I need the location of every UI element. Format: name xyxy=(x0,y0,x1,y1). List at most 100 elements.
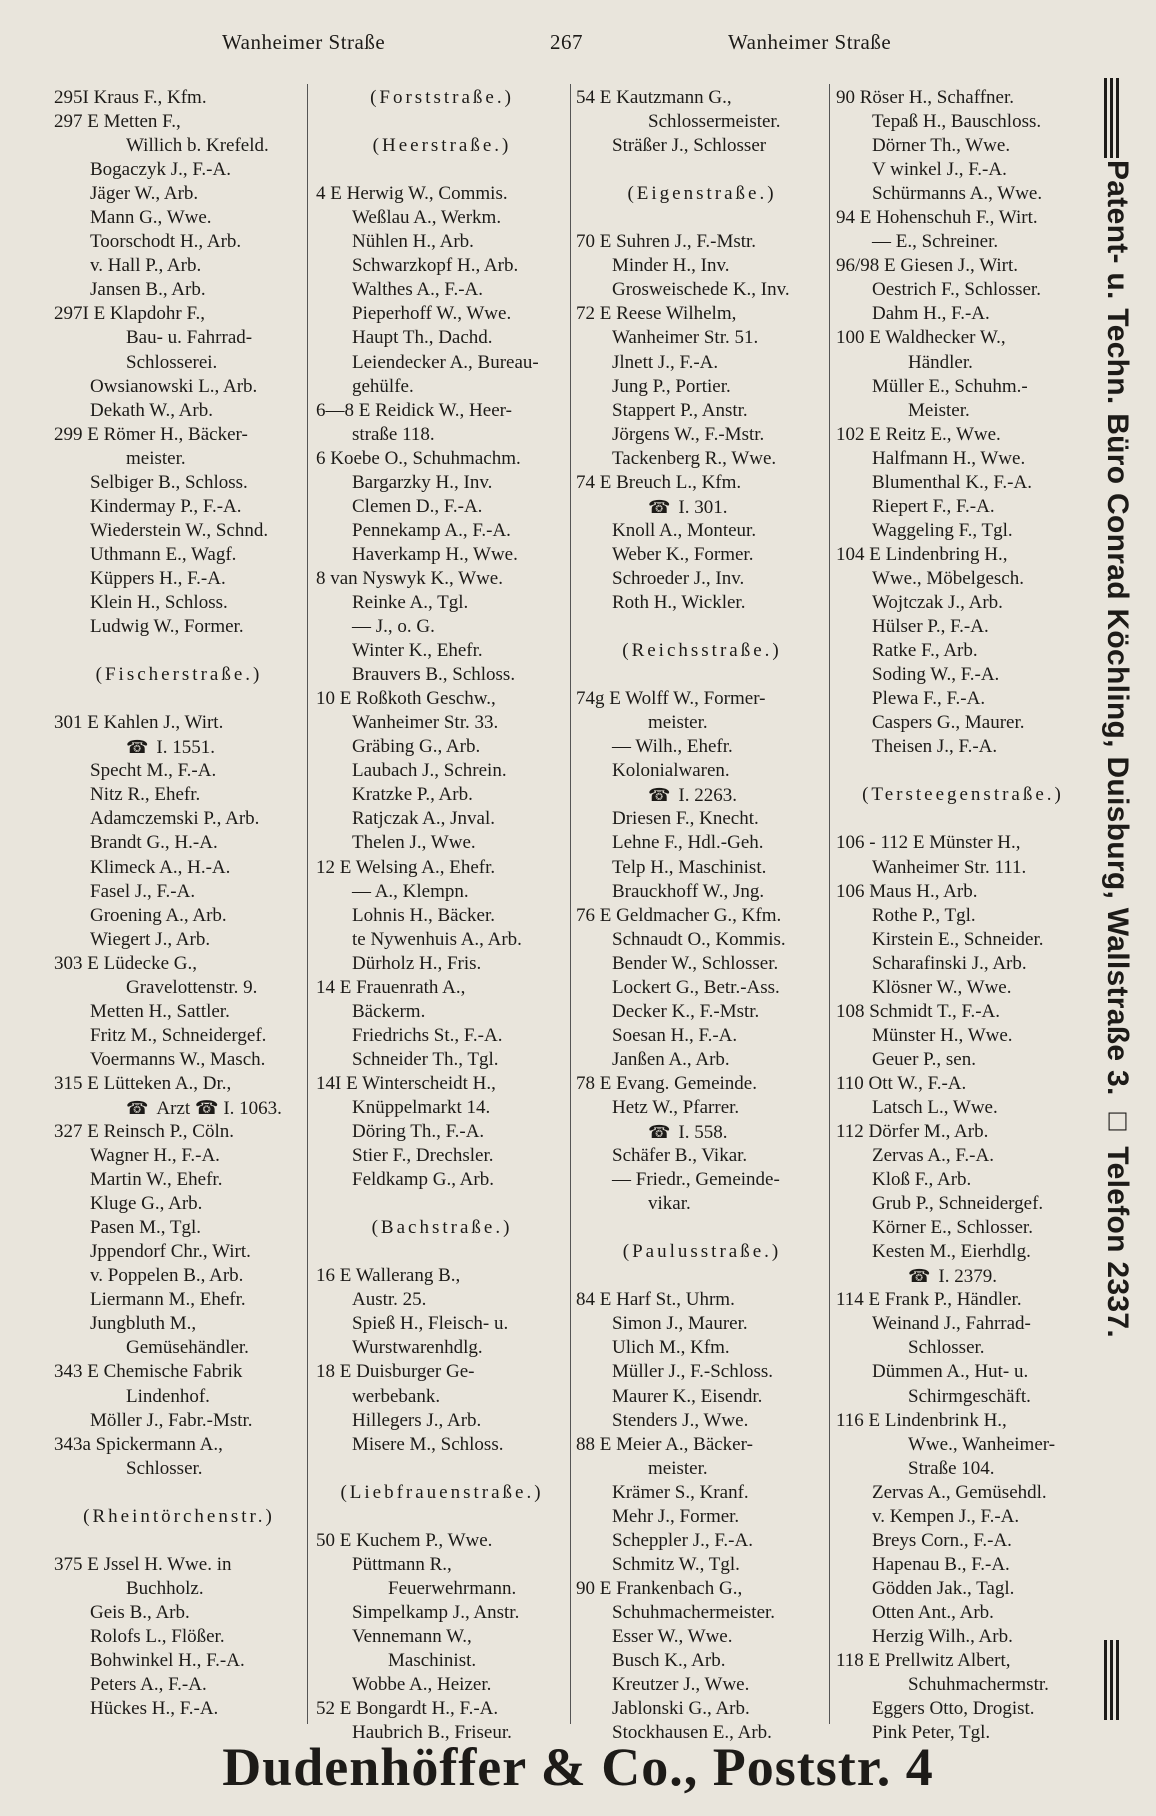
directory-entry: Austr. 25. xyxy=(316,1288,568,1312)
entry-text: Jlnett J., F.-A. xyxy=(612,351,719,373)
entry-text: Jablonski G., Arb. xyxy=(612,1698,750,1720)
directory-entry: werbebank. xyxy=(316,1385,568,1409)
entry-text: Theisen J., F.-A. xyxy=(872,736,998,758)
entry-text: Mann G., Wwe. xyxy=(90,207,212,229)
directory-entry: 4 E Herwig W., Commis. xyxy=(316,182,568,206)
directory-entry: Geuer P., sen. xyxy=(836,1048,1090,1072)
entry-text: Rothe P., Tgl. xyxy=(872,904,976,926)
directory-entry: Stenders J., Wwe. xyxy=(576,1409,828,1433)
directory-entry: Selbiger B., Schloss. xyxy=(54,471,304,495)
entry-text: Nühlen H., Arb. xyxy=(352,231,474,253)
entry-text: Buchholz. xyxy=(126,1577,204,1599)
directory-entry: Schäfer B., Vikar. xyxy=(576,1144,828,1168)
directory-entry: 90 Röser H., Schaffner. xyxy=(836,86,1090,110)
entry-text: Misere M., Schloss. xyxy=(352,1433,504,1455)
entry-text: Feldkamp G., Arb. xyxy=(352,1169,494,1191)
directory-entry: Küppers H., F.-A. xyxy=(54,567,304,591)
directory-entry: Laubach J., Schrein. xyxy=(316,759,568,783)
directory-entry: Körner E., Schlosser. xyxy=(836,1216,1090,1240)
entry-text: Toorschodt H., Arb. xyxy=(90,231,242,253)
directory-entry: Simpelkamp J., Anstr. xyxy=(316,1601,568,1625)
entry-text: Grosweischede K., Inv. xyxy=(612,279,790,301)
directory-entry: Jppendorf Chr., Wirt. xyxy=(54,1240,304,1264)
directory-entry: Weber K., Former. xyxy=(576,543,828,567)
entry-text: Walthes A., F.-A. xyxy=(352,279,483,301)
directory-entry: Brauvers B., Schloss. xyxy=(316,663,568,687)
entry-text: 96/98 E Giesen J., Wirt. xyxy=(836,255,1019,277)
directory-entry: Schürmanns A., Wwe. xyxy=(836,182,1090,206)
directory-entry: 88 E Meier A., Bäcker- xyxy=(576,1433,828,1457)
directory-entry: Wwe., Möbelgesch. xyxy=(836,567,1090,591)
entry-text: Hückes H., F.-A. xyxy=(90,1698,219,1720)
entry-text: Caspers G., Maurer. xyxy=(872,712,1025,734)
directory-entry: Gravelottenstr. 9. xyxy=(54,976,304,1000)
directory-entry: 375 E Jssel H. Wwe. in xyxy=(54,1553,304,1577)
entry-text: Wobbe A., Heizer. xyxy=(352,1674,492,1696)
entry-text: 108 Schmidt T., F.-A. xyxy=(836,1000,1001,1022)
directory-entry: 106 - 112 E Münster H., xyxy=(836,831,1090,855)
entry-text: V winkel J., F.-A. xyxy=(872,159,1007,181)
directory-entry: Stier F., Drechsler. xyxy=(316,1144,568,1168)
directory-column-2: (Forststraße.) (Heerstraße.) 4 E Herwig W.… xyxy=(316,86,568,1745)
entry-text: Tackenberg R., Wwe. xyxy=(612,447,777,469)
street-heading: (Rheintörchenstr.) xyxy=(54,1505,304,1529)
directory-entry: Blumenthal K., F.-A. xyxy=(836,471,1090,495)
entry-text: Krämer S., Kranf. xyxy=(612,1481,749,1503)
directory-entry: Specht M., F.-A. xyxy=(54,759,304,783)
entry-text: 88 E Meier A., Bäcker- xyxy=(576,1433,753,1455)
street-heading: (Tersteegenstraße.) xyxy=(836,783,1090,807)
entry-text: Hülser P., F.-A. xyxy=(872,616,989,638)
entry-text: meister. xyxy=(126,447,186,469)
entry-text: Grub P., Schneidergef. xyxy=(872,1193,1044,1215)
directory-entry: Schuhmachermstr. xyxy=(836,1673,1090,1697)
directory-entry: Klösner W., Wwe. xyxy=(836,976,1090,1000)
telephone-receiver-icon: ☎ xyxy=(648,785,671,806)
entry-text: Hillegers J., Arb. xyxy=(352,1409,482,1431)
entry-text: Jäger W., Arb. xyxy=(90,183,199,205)
directory-entry: Eggers Otto, Drogist. xyxy=(836,1697,1090,1721)
directory-entry: Gräbing G., Arb. xyxy=(316,735,568,759)
entry-text: Kluge G., Arb. xyxy=(90,1193,203,1215)
directory-entry: 70 E Suhren J., F.-Mstr. xyxy=(576,230,828,254)
telephone-receiver-icon: ☎ xyxy=(126,1097,149,1118)
directory-entry: Wagner H., F.-A. xyxy=(54,1144,304,1168)
entry-text: v. Hall P., Arb. xyxy=(90,255,202,277)
directory-entry: gehülfe. xyxy=(316,375,568,399)
directory-entry: 74 E Breuch L., Kfm. xyxy=(576,471,828,495)
directory-entry: Geis B., Arb. xyxy=(54,1601,304,1625)
entry-text: Dörner Th., Wwe. xyxy=(872,135,1011,157)
entry-text: Gräbing G., Arb. xyxy=(352,736,481,758)
directory-entry: Händler. xyxy=(836,351,1090,375)
entry-text: Pennekamp A., F.-A. xyxy=(352,519,511,541)
entry-text: Latsch L., Wwe. xyxy=(872,1096,998,1118)
directory-entry: Friedrichs St., F.-A. xyxy=(316,1024,568,1048)
entry-text: Waggeling F., Tgl. xyxy=(872,519,1013,541)
directory-entry: Weinand J., Fahrrad- xyxy=(836,1312,1090,1336)
entry-text: straße 118. xyxy=(352,423,435,445)
directory-entry: 50 E Kuchem P., Wwe. xyxy=(316,1529,568,1553)
entry-text: 52 E Bongardt H., F.-A. xyxy=(316,1698,499,1720)
directory-entry: Reinke A., Tgl. xyxy=(316,591,568,615)
entry-text: 90 E Frankenbach G., xyxy=(576,1577,743,1599)
entry-text: 8 van Nyswyk K., Wwe. xyxy=(316,567,503,589)
entry-text: Uthmann E., Wagf. xyxy=(90,543,237,565)
directory-entry: 315 E Lütteken A., Dr., xyxy=(54,1072,304,1096)
entry-text: Schäfer B., Vikar. xyxy=(612,1145,748,1167)
entry-text: Fasel J., F.-A. xyxy=(90,880,196,902)
entry-text: Herzig Wilh., Arb. xyxy=(872,1626,1013,1647)
street-heading: (Paulusstraße.) xyxy=(576,1240,828,1264)
entry-text: Wagner H., F.-A. xyxy=(90,1145,220,1167)
entry-text: Schirmgeschäft. xyxy=(908,1385,1031,1407)
street-heading: (Forststraße.) xyxy=(316,86,568,110)
directory-entry: Esser W., Wwe. xyxy=(576,1625,828,1649)
entry-text: Bargarzky H., Inv. xyxy=(352,471,493,493)
column-divider xyxy=(570,84,571,1724)
entry-text: Weinand J., Fahrrad- xyxy=(872,1313,1031,1335)
directory-entry: 343a Spickermann A., xyxy=(54,1433,304,1457)
entry-text: (Bachstraße.) xyxy=(371,1217,513,1239)
entry-text: Leiendecker A., Bureau- xyxy=(352,351,539,373)
directory-entry: Scheppler J., F.-A. xyxy=(576,1529,828,1553)
entry-text: Schuhmachermstr. xyxy=(908,1674,1049,1696)
directory-entry: Owsianowski L., Arb. xyxy=(54,375,304,399)
page-number: 267 xyxy=(550,30,583,54)
